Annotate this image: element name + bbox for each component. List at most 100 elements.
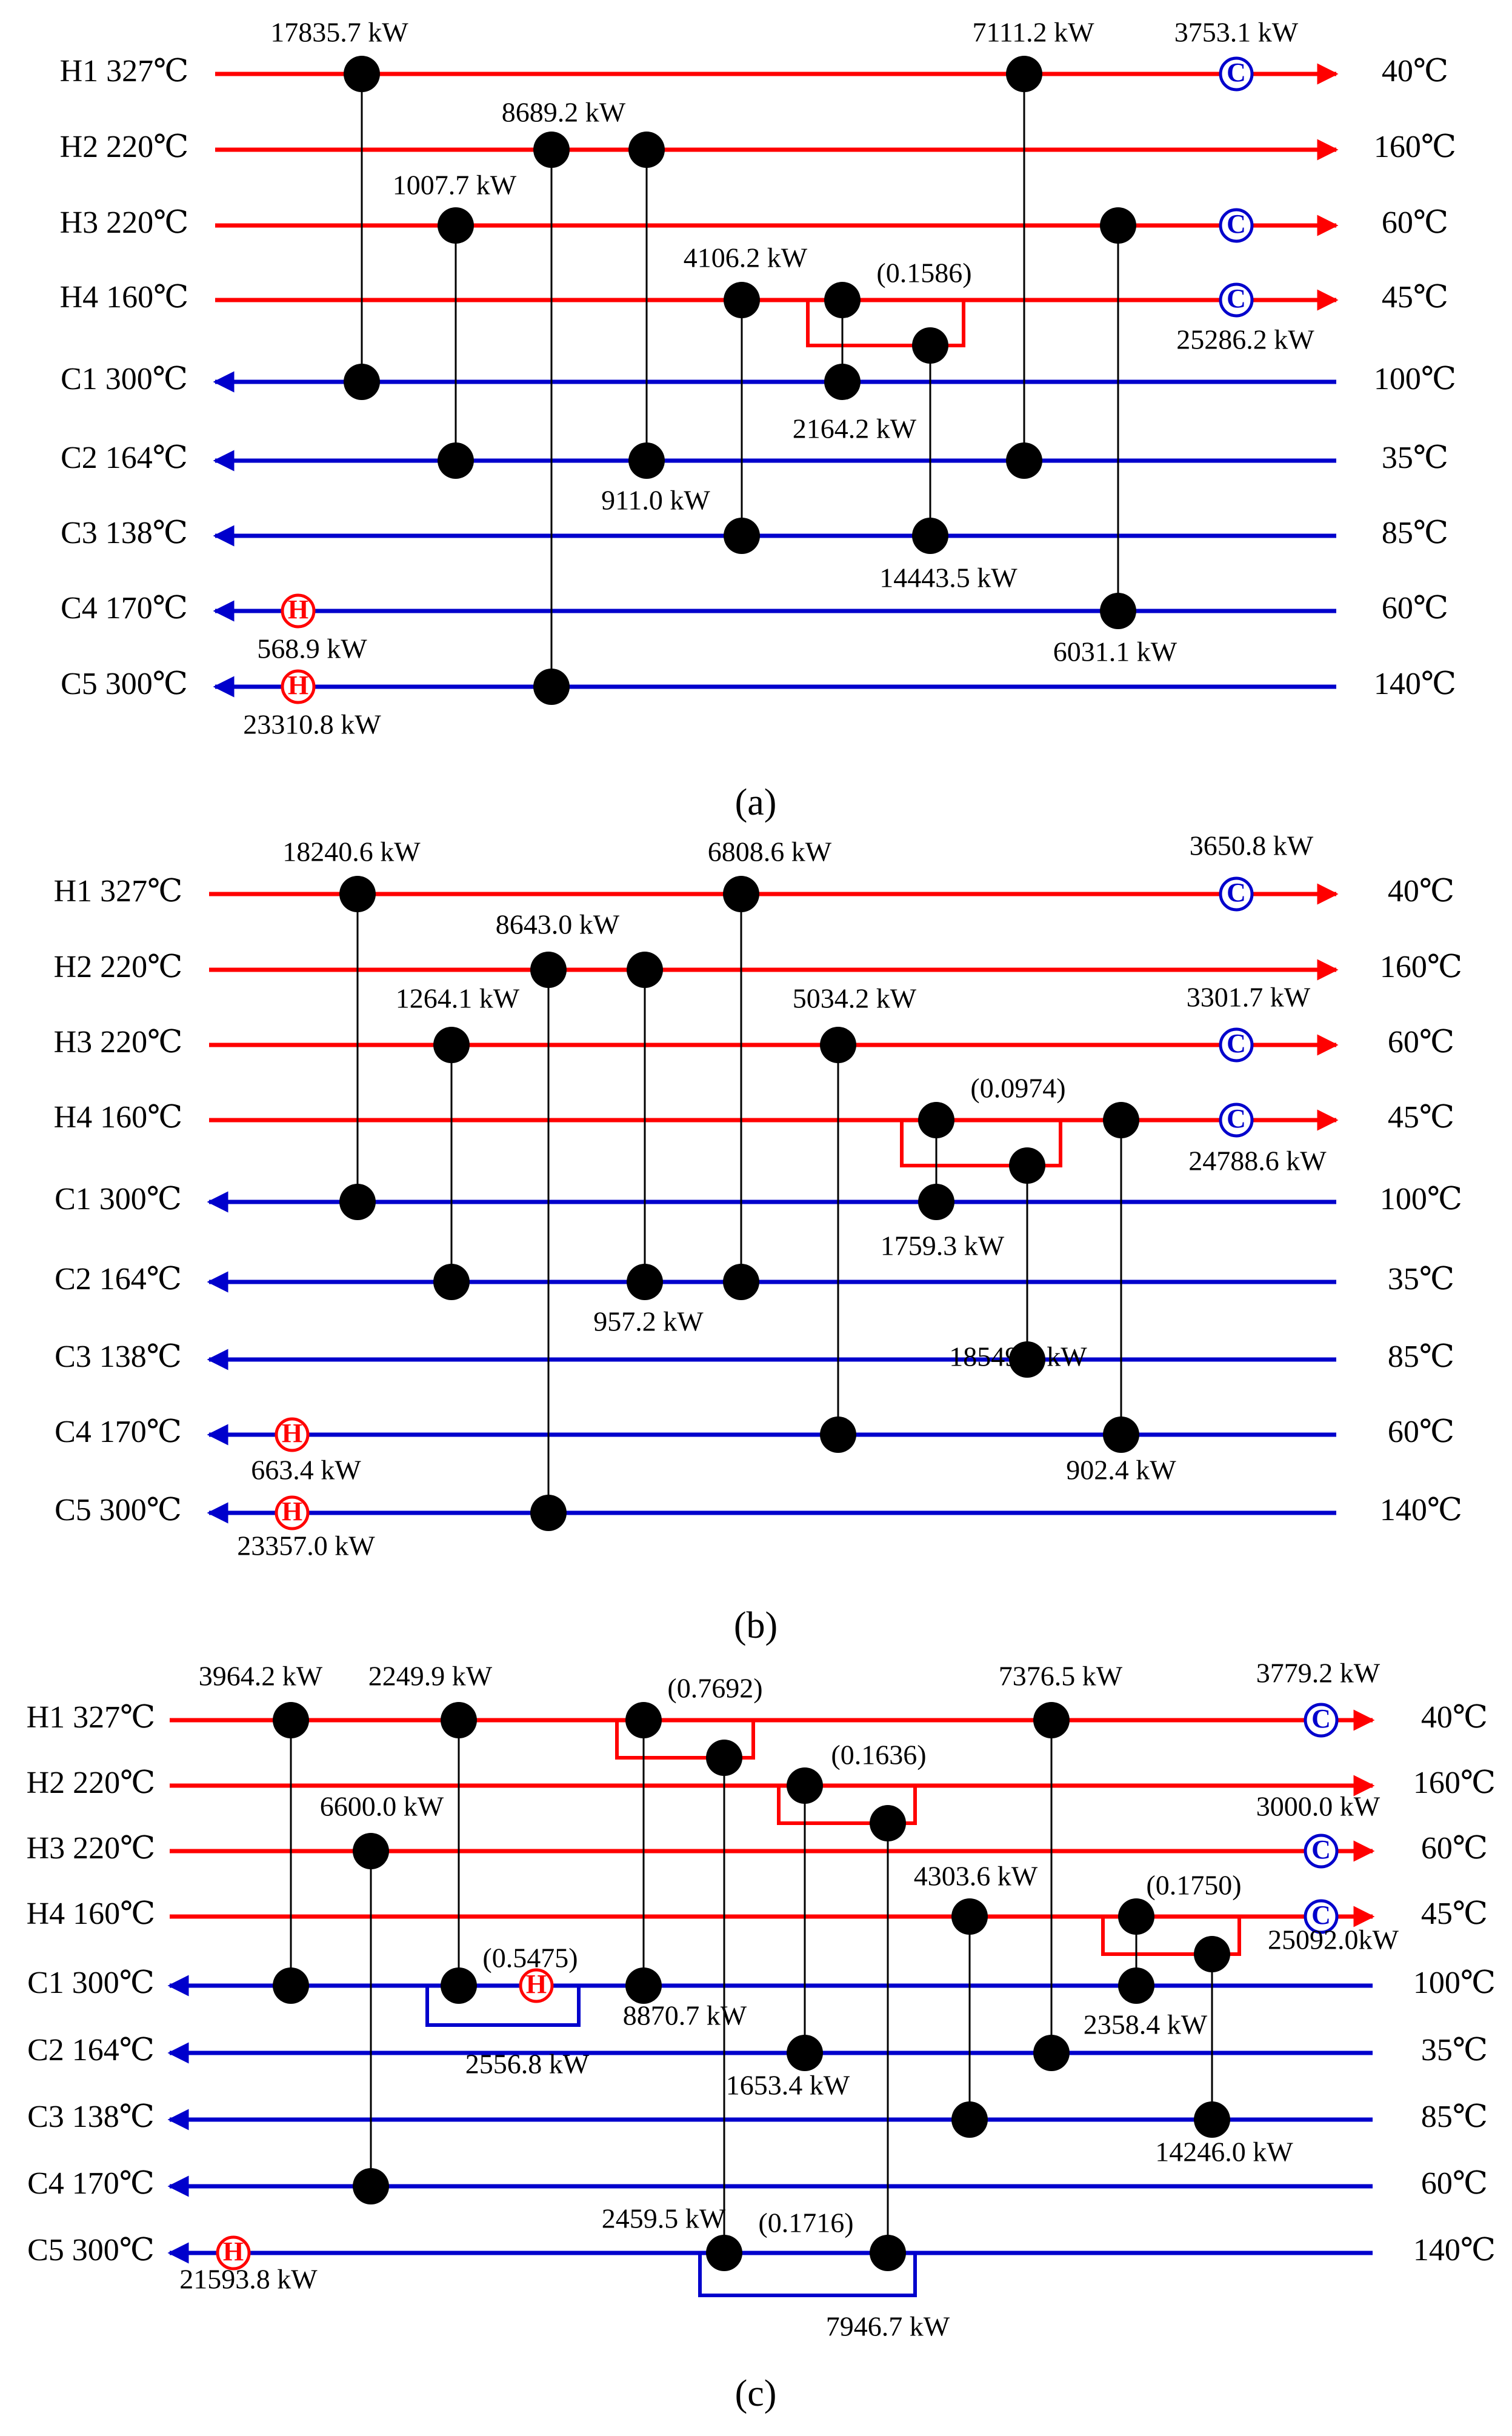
exchanger-node-hot (628, 132, 665, 168)
exchanger-node-hot (824, 282, 861, 318)
exchanger-node-cold (344, 364, 380, 400)
exchanger-node-cold (627, 1264, 663, 1300)
stream-label-h1: H1 327℃ (60, 54, 189, 88)
exchanger-duty-label: 7946.7 kW (826, 2311, 950, 2342)
split-fraction-label: (0.1586) (876, 258, 971, 289)
exchanger-duty-label: 18549.7 kW (949, 1341, 1087, 1372)
stream-label-c3: C3 138℃ (27, 2100, 155, 2134)
heater-icon (281, 669, 316, 704)
exchanger-node-cold (1100, 593, 1136, 629)
stream-label-h3: H3 220℃ (27, 1831, 156, 1866)
cooler-duty-label: 25092.0kW (1268, 1924, 1399, 1955)
exchanger-node-cold (628, 442, 665, 479)
split-branch-h4 (1101, 1917, 1241, 1956)
exchanger-node-cold (787, 2035, 823, 2071)
stream-label-c3: C3 138℃ (61, 516, 188, 550)
cooler-duty-label: 3000.0 kW (1256, 1791, 1380, 1822)
stream-end-temp-h4: 45℃ (1388, 1100, 1454, 1135)
exchanger-node-hot (723, 876, 759, 912)
heater-icon (216, 2235, 251, 2271)
stream-label-c5: C5 300℃ (27, 2233, 155, 2267)
stream-label-h1: H1 327℃ (54, 874, 183, 909)
exchanger-duty-label: 8870.7 kW (623, 2000, 747, 2031)
panel-b: H1 327℃ 40℃ H2 220℃ 160℃ H3 220℃ 60℃ H4 160℃ 45… (54, 830, 1462, 1647)
cooler-duty-label: 3779.2 kW (1256, 1658, 1380, 1689)
cooler-duty-label: 3301.7 kW (1187, 982, 1311, 1013)
exchanger-node-cold (723, 1264, 759, 1300)
exchanger-duty-label: 18240.6 kW (282, 836, 421, 867)
stream-label-c2: C2 164℃ (61, 441, 188, 475)
exchanger-node-cold (824, 364, 861, 400)
stream-label-c4: C4 170℃ (27, 2166, 155, 2201)
cooler-icon-letter: C (1311, 1704, 1331, 1734)
stream-label-c5: C5 300℃ (61, 667, 188, 701)
exchanger-node-hot (951, 1898, 988, 1935)
heater-icon-letter: H (288, 595, 308, 624)
exchanger-duty-label: 911.0 kW (601, 485, 710, 516)
panel-caption: (b) (734, 1605, 778, 1646)
exchanger-node-cold (912, 518, 948, 554)
cooler-icon-letter: C (1227, 1029, 1246, 1058)
exchanger-duty-label: 7111.2 kW (972, 17, 1094, 48)
exchanger-node-cold (706, 2235, 742, 2271)
exchanger-node-hot (441, 1702, 477, 1738)
cooler-icon-letter: C (1227, 209, 1246, 239)
stream-end-temp-h1: 40℃ (1421, 1700, 1488, 1735)
heater-icon-letter: H (526, 1969, 547, 1999)
exchanger-node-hot (530, 952, 567, 988)
heater-duty-label: 568.9 kW (257, 633, 367, 664)
panel-a: H1 327℃ 40℃ H2 220℃ 160℃ H3 220℃ 60℃ H4 160℃ 45… (60, 17, 1456, 824)
exchanger-node-cold (625, 1967, 662, 2004)
exchanger-node-cold (1009, 1341, 1045, 1378)
stream-end-temp-c4: 60℃ (1421, 2166, 1488, 2201)
stream-label-c4: C4 170℃ (55, 1415, 182, 1449)
exchanger-node-hot (1194, 1936, 1230, 1972)
stream-label-c5: C5 300℃ (55, 1493, 182, 1527)
exchanger-node-cold (918, 1184, 954, 1220)
stream-label-c1: C1 300℃ (61, 362, 188, 396)
exchanger-duty-label: 1759.3 kW (881, 1230, 1005, 1261)
stream-end-temp-c5: 140℃ (1380, 1493, 1462, 1527)
exchanger-duty-label: 8643.0 kW (496, 909, 620, 940)
stream-label-h4: H4 160℃ (54, 1100, 183, 1135)
cooler-duty-label: 3753.1 kW (1174, 17, 1299, 48)
stream-label-h1: H1 327℃ (27, 1700, 156, 1735)
split-fraction-label: (0.1636) (831, 1740, 926, 1770)
cooler-icon (1219, 282, 1254, 318)
exchanger-node-hot (273, 1702, 309, 1738)
cooler-icon-letter: C (1227, 878, 1246, 907)
exchanger-node-cold (1006, 442, 1042, 479)
split-fraction-label: (0.5475) (482, 1943, 578, 1974)
panel-caption: (a) (735, 782, 777, 823)
exchanger-node-cold (1033, 2035, 1070, 2071)
split-branch-c5 (698, 2253, 917, 2297)
exchanger-node-hot (1006, 56, 1042, 92)
exchanger-duty-label: 1007.7 kW (393, 170, 517, 201)
stream-end-temp-h2: 160℃ (1413, 1766, 1496, 1800)
exchanger-duty-label: 17835.7 kW (270, 17, 408, 48)
exchanger-node-hot (918, 1102, 954, 1138)
exchanger-node-hot (1009, 1147, 1045, 1184)
stream-end-temp-h2: 160℃ (1380, 950, 1462, 984)
split-fraction-label: (0.0974) (970, 1073, 1065, 1104)
heater-icon (275, 1417, 310, 1452)
split-branch-h4 (806, 300, 965, 347)
cooler-duty-label: 24788.6 kW (1188, 1146, 1327, 1176)
cooler-icon (1304, 1703, 1339, 1738)
stream-end-temp-c3: 85℃ (1382, 516, 1448, 550)
exchanger-duty-label: 3964.2 kW (199, 1661, 323, 1692)
stream-end-temp-h3: 60℃ (1388, 1025, 1454, 1059)
exchanger-duty-label: 4303.6 kW (914, 1861, 1038, 1892)
heater-icon-letter: H (223, 2237, 244, 2266)
stream-end-temp-h3: 60℃ (1382, 205, 1448, 240)
stream-label-h2: H2 220℃ (60, 130, 189, 164)
stream-end-temp-h3: 60℃ (1421, 1831, 1488, 1866)
heater-icon (275, 1495, 310, 1530)
exchanger-node-hot (339, 876, 376, 912)
exchanger-duty-label: 6600.0 kW (320, 1791, 444, 1822)
stream-label-c2: C2 164℃ (55, 1262, 182, 1296)
exchanger-duty-label: 14443.5 kW (879, 562, 1017, 593)
stream-end-temp-c3: 85℃ (1388, 1340, 1454, 1374)
exchanger-duty-label: 2358.4 kW (1084, 2009, 1208, 2040)
exchanger-duty-label: 902.4 kW (1066, 1455, 1176, 1486)
